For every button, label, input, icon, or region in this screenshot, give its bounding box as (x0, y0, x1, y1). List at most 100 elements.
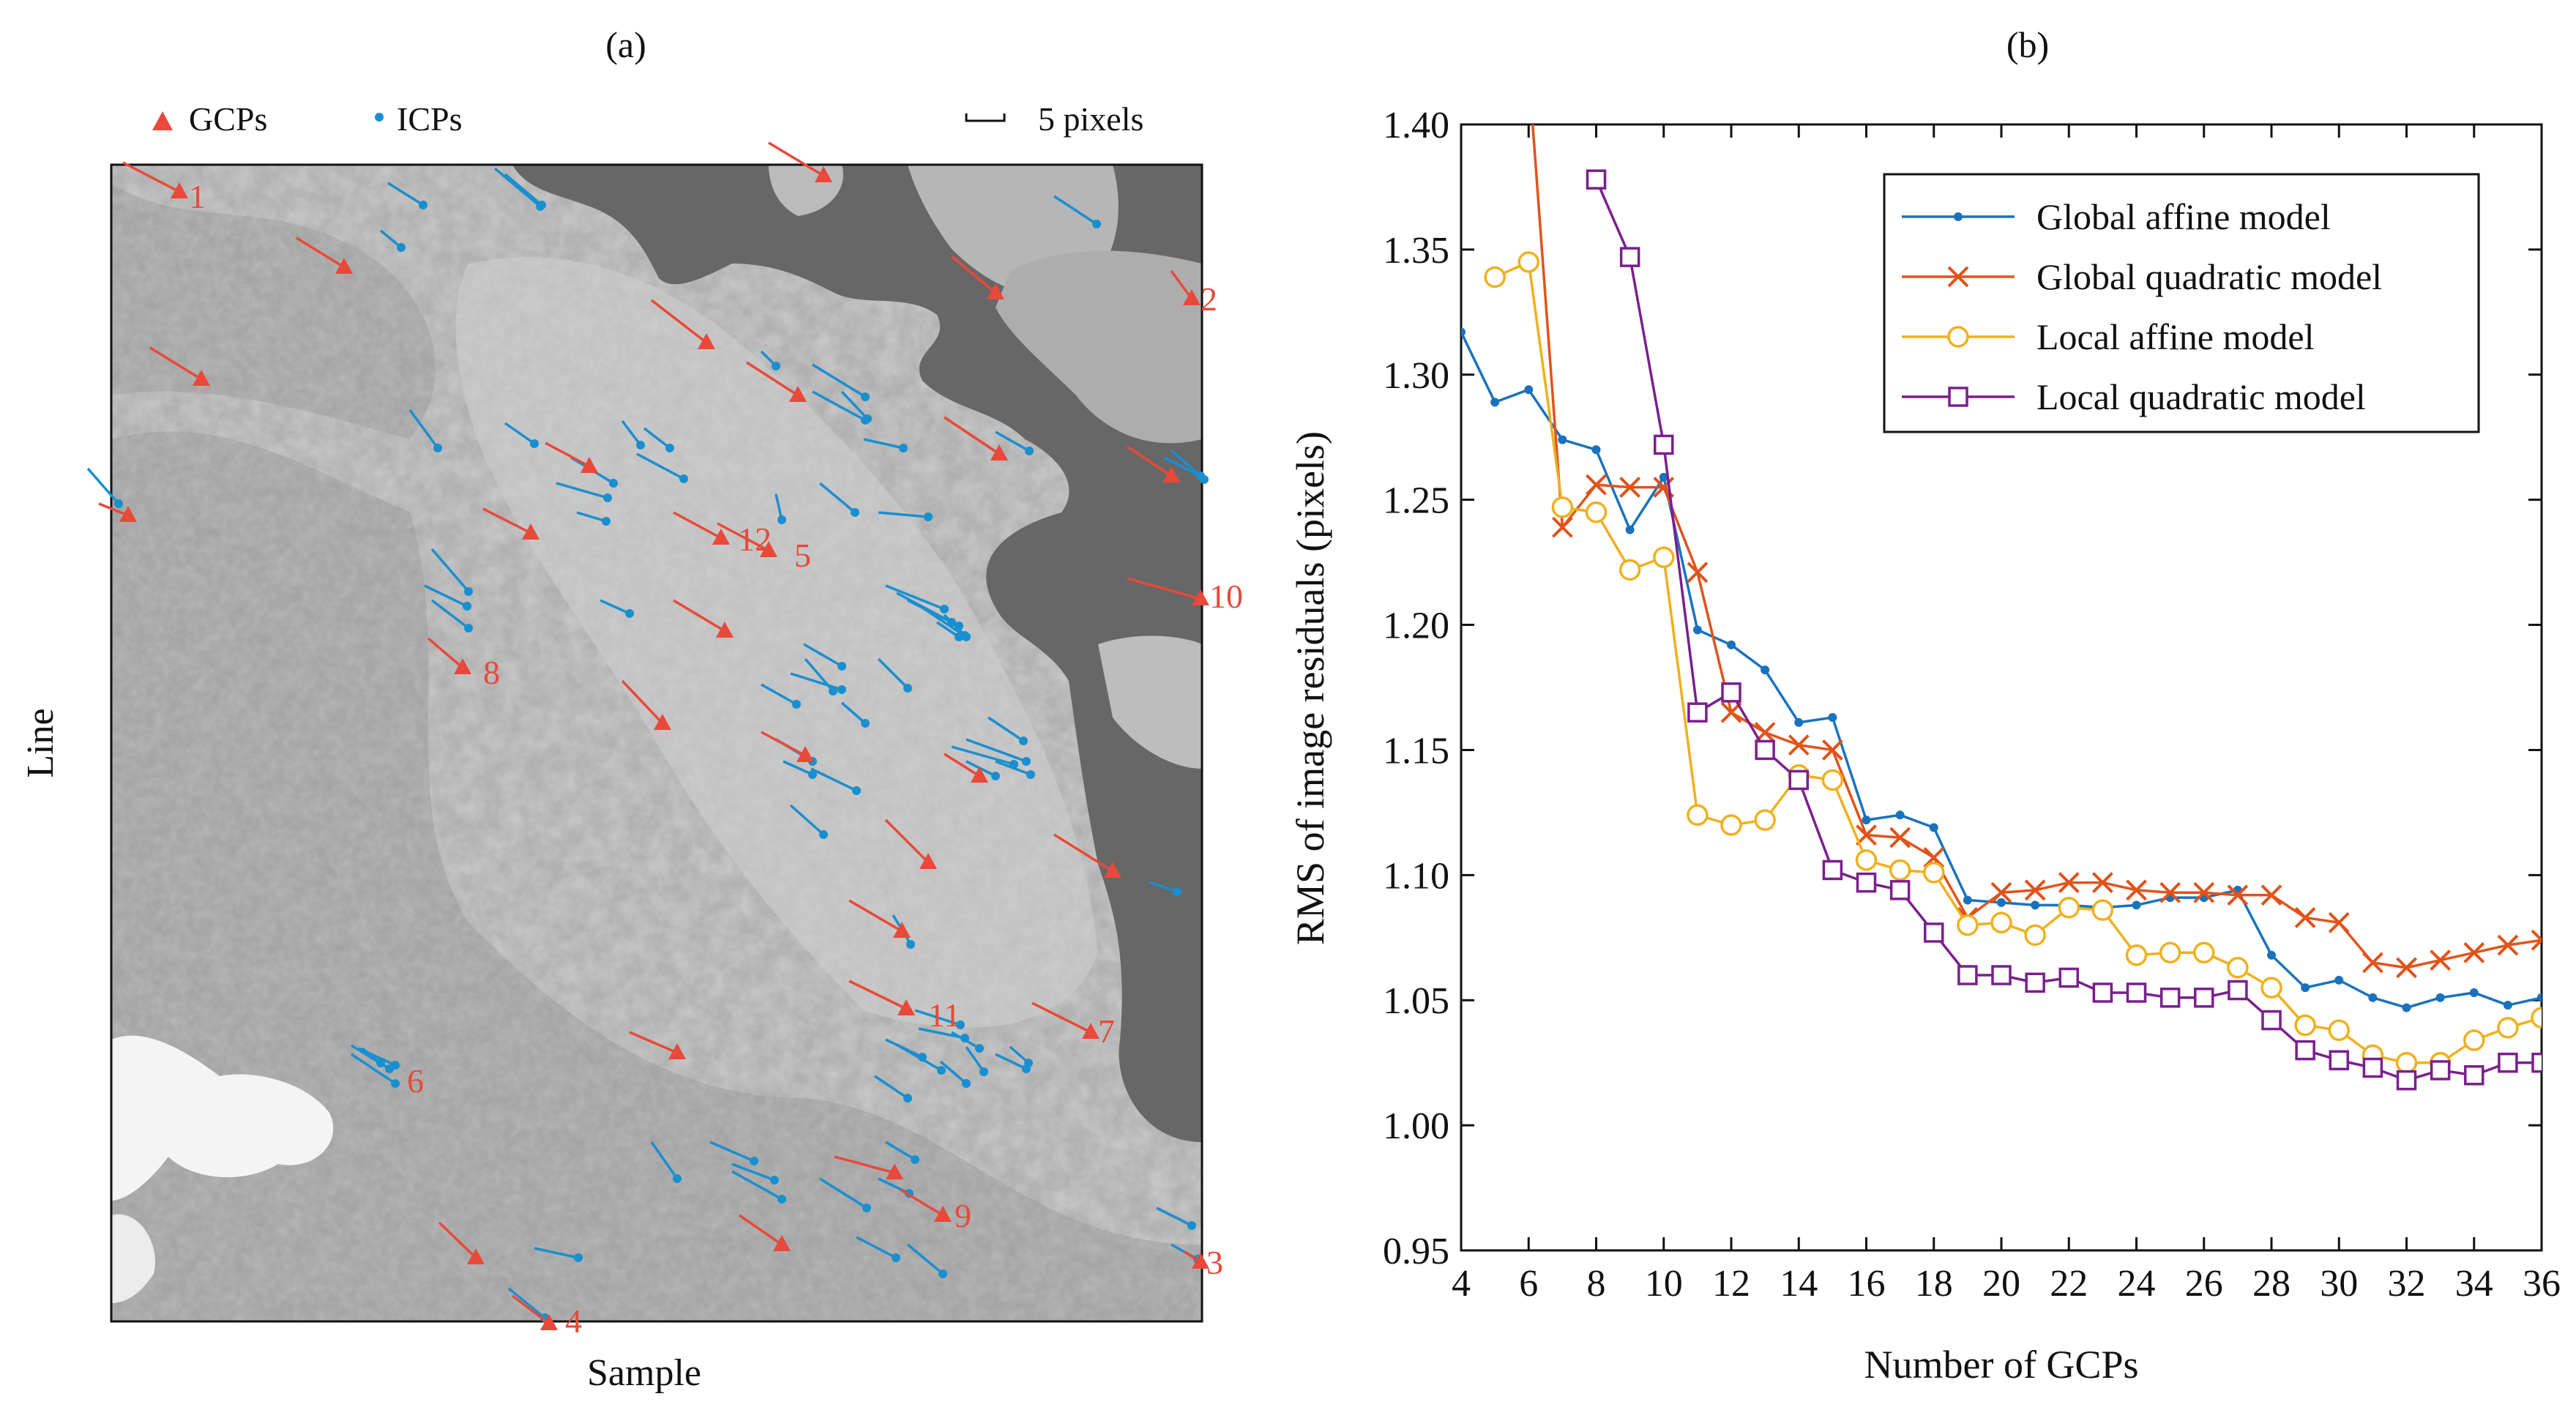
icp-point (433, 444, 442, 452)
data-point (2260, 884, 2282, 906)
icp-point (609, 479, 618, 488)
gcp-point (193, 370, 210, 386)
icp-point (772, 362, 780, 370)
icp-point (906, 940, 915, 949)
gcp-vector (950, 255, 997, 294)
icp-point (911, 1155, 919, 1164)
icp-vector (408, 409, 439, 450)
icp-point (819, 830, 828, 839)
icp-vector (1149, 881, 1178, 893)
icp-vector (840, 390, 869, 420)
gcp-number: 6 (407, 1062, 424, 1100)
data-point (2329, 1050, 2349, 1070)
icp-point (537, 201, 546, 209)
icp-point (1019, 736, 1028, 745)
icp-point (603, 493, 612, 502)
data-point (1822, 859, 1843, 881)
icp-legend-label: ICPs (397, 100, 462, 138)
icp-vector (761, 683, 797, 706)
gcp-vector (1170, 269, 1193, 300)
y-tick-label: 0.95 (1383, 1231, 1449, 1272)
data-point (2092, 982, 2113, 1003)
icp-vector (840, 701, 867, 725)
data-point (2193, 881, 2215, 903)
gcp-vector (900, 1188, 944, 1217)
data-point (2463, 1029, 2485, 1051)
gcp-vector (296, 236, 345, 269)
data-point (2025, 972, 2045, 993)
icp-vector (731, 1170, 783, 1201)
icp-vector (86, 467, 120, 505)
icp-vector (951, 1031, 980, 1050)
data-point (2091, 899, 2114, 921)
data-point (1755, 739, 1775, 761)
icp-vector (379, 229, 403, 249)
data-point (2024, 879, 2046, 901)
gcp-number: 9 (955, 1197, 971, 1234)
data-point (1591, 445, 1601, 455)
data-point (2058, 967, 2079, 988)
gcp-vector (834, 1155, 895, 1174)
x-tick-label: 20 (1982, 1263, 2020, 1305)
gcp-vector (768, 141, 824, 177)
gcp-number: 8 (483, 654, 500, 691)
gcp-vector (1127, 577, 1201, 600)
icp-point (837, 662, 846, 671)
gcp-point (454, 658, 471, 674)
data-point (2193, 941, 2215, 964)
data-point (2267, 950, 2276, 960)
legend-marker (1947, 326, 1969, 348)
gcp-vector (427, 637, 464, 669)
gcp-point (971, 766, 988, 783)
x-tick-label: 6 (1519, 1263, 1538, 1305)
data-point (2430, 1060, 2451, 1081)
panel-a-label: (a) (605, 24, 646, 65)
icp-vector (966, 760, 996, 777)
gcp-point (1192, 1253, 1209, 1269)
y-tick-label: 1.40 (1383, 105, 1449, 146)
icp-point (1024, 1059, 1033, 1067)
data-point (2228, 980, 2248, 1001)
data-point (2260, 977, 2282, 999)
data-point (1586, 169, 1607, 190)
data-point (1692, 625, 1702, 635)
icp-point (808, 770, 817, 779)
gcp-point (886, 1163, 903, 1179)
icp-point (419, 201, 428, 209)
legend-label: Global quadratic model (2036, 256, 2382, 297)
data-point (2497, 934, 2519, 956)
series-1 (1531, 124, 2542, 979)
gcp-point (796, 746, 814, 762)
icp-point (750, 1157, 758, 1165)
gcp-point (712, 529, 730, 545)
gcp-point (1162, 466, 1180, 482)
y-tick-label: 1.20 (1383, 605, 1449, 647)
gcp-point (698, 333, 715, 349)
icp-point (391, 1061, 400, 1070)
icp-vector (789, 804, 825, 836)
gcp-point (990, 444, 1008, 460)
data-point (1754, 809, 1776, 831)
icp-point (991, 772, 1000, 780)
x-tick-label: 12 (1712, 1263, 1750, 1305)
icp-point (770, 1176, 779, 1185)
data-point (2537, 993, 2542, 1002)
icp-point (464, 624, 473, 633)
icp-point (397, 243, 406, 252)
data-point (1517, 251, 1539, 273)
gcp-vector (673, 599, 725, 633)
data-point (1889, 827, 1911, 848)
data-point (1687, 702, 1708, 723)
data-point (2503, 1001, 2512, 1010)
gcp-point (335, 258, 353, 274)
icp-point (679, 474, 688, 483)
legend-marker (1947, 266, 1969, 288)
gcp-vector (673, 511, 722, 540)
data-point (1788, 769, 1809, 791)
data-point (2435, 993, 2445, 1002)
gcp-point (934, 1206, 952, 1222)
icp-vector (995, 430, 1030, 452)
icp-vector (709, 1141, 755, 1163)
gcp-point (897, 999, 915, 1015)
y-tick-label: 1.30 (1383, 355, 1449, 397)
